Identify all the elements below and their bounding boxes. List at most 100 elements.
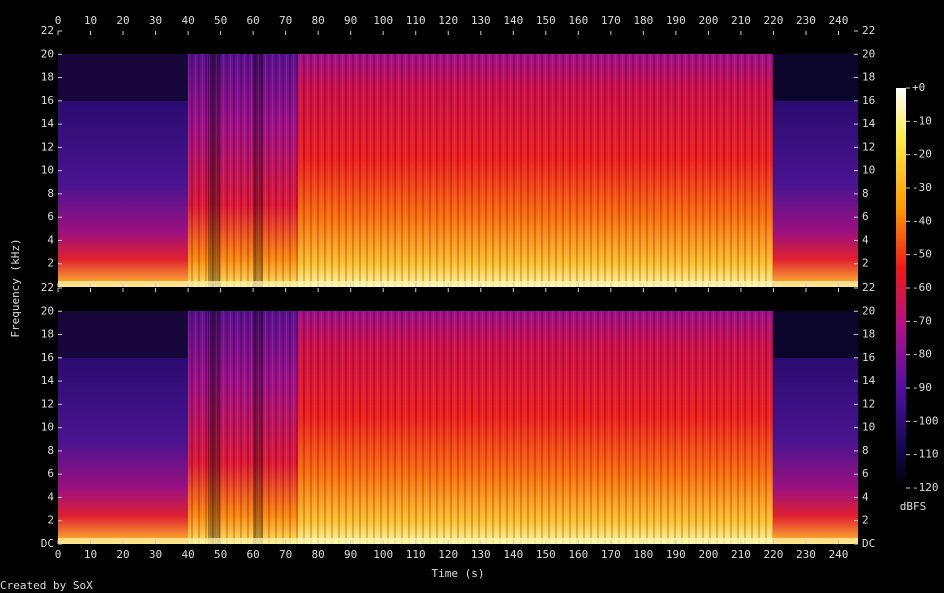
x-tick-label: 180 xyxy=(633,548,653,561)
x-tick-label: 240 xyxy=(829,548,849,561)
x-tick-label: 160 xyxy=(568,548,588,561)
spectrogram-channel-1 xyxy=(58,31,858,287)
colorbar-tick-label: -30 xyxy=(912,181,932,194)
x-tick-label-top: 220 xyxy=(764,14,784,27)
x-tick-label-top: 150 xyxy=(536,14,556,27)
y-tick-label-right: 16 xyxy=(862,94,875,107)
y-tick-label: 14 xyxy=(41,374,55,387)
x-axis-label: Time (s) xyxy=(432,567,485,580)
x-tick-label: 50 xyxy=(214,548,227,561)
x-tick-label-top: 10 xyxy=(84,14,97,27)
x-tick-label-top: 180 xyxy=(633,14,653,27)
colorbar-label: dBFS xyxy=(900,500,927,513)
y-tick-label-right: 20 xyxy=(862,304,875,317)
y-tick-label-right: 4 xyxy=(862,490,869,503)
y-tick-label: 10 xyxy=(41,421,54,434)
x-tick-label-top: 70 xyxy=(279,14,292,27)
y-tick-label: 2 xyxy=(47,514,54,527)
y-tick-label: 8 xyxy=(47,187,54,200)
colorbar-tick-label: -90 xyxy=(912,381,932,394)
y-tick-label: 16 xyxy=(41,351,54,364)
x-tick-label-top: 60 xyxy=(246,14,259,27)
colorbar-tick-label: +0 xyxy=(912,81,925,94)
x-tick-label: 200 xyxy=(698,548,718,561)
colorbar-tick-label: -10 xyxy=(912,114,932,127)
x-tick-label: 0 xyxy=(55,548,62,561)
x-tick-label: 130 xyxy=(471,548,491,561)
y-tick-label: 2 xyxy=(47,257,54,270)
colorbar xyxy=(896,88,906,488)
y-tick-label-right: 12 xyxy=(862,397,875,410)
y-tick-label: 6 xyxy=(47,210,54,223)
y-tick-label-right: 22 xyxy=(862,24,875,37)
x-tick-label: 170 xyxy=(601,548,621,561)
y-tick-label: 8 xyxy=(47,444,54,457)
spectrogram-channel-2 xyxy=(58,288,858,544)
colorbar-tick-label: -60 xyxy=(912,281,932,294)
y-tick-label-right: 8 xyxy=(862,187,869,200)
x-tick-label-top: 80 xyxy=(312,14,325,27)
x-tick-label: 190 xyxy=(666,548,686,561)
y-axis-label: Frequency (kHz) xyxy=(9,238,22,337)
x-tick-label-top: 210 xyxy=(731,14,751,27)
y-tick-label-right: 6 xyxy=(862,210,869,223)
y-tick-label: 4 xyxy=(47,233,54,246)
x-tick-label: 100 xyxy=(373,548,393,561)
y-tick-label-right: 10 xyxy=(862,421,875,434)
x-tick-label-top: 0 xyxy=(55,14,62,27)
x-tick-label: 70 xyxy=(279,548,292,561)
x-tick-label: 210 xyxy=(731,548,751,561)
x-tick-label: 40 xyxy=(181,548,194,561)
x-tick-label: 150 xyxy=(536,548,556,561)
x-tick-label-top: 20 xyxy=(116,14,129,27)
y-tick-label-right: 10 xyxy=(862,164,875,177)
x-tick-label-top: 170 xyxy=(601,14,621,27)
x-tick-label: 10 xyxy=(84,548,97,561)
x-tick-label-top: 200 xyxy=(698,14,718,27)
y-tick-label: 18 xyxy=(41,71,54,84)
x-tick-label-top: 230 xyxy=(796,14,816,27)
y-tick-label: DC xyxy=(41,537,54,550)
colorbar-tick-label: -50 xyxy=(912,248,932,261)
y-tick-label-right: 14 xyxy=(862,117,876,130)
y-tick-label: 12 xyxy=(41,140,54,153)
colorbar-tick-label: -120 xyxy=(912,481,939,494)
y-tick-label: 22 xyxy=(41,281,54,294)
colorbar-tick-label: -40 xyxy=(912,214,932,227)
x-tick-label: 30 xyxy=(149,548,162,561)
y-tick-label: 10 xyxy=(41,164,54,177)
x-tick-label-top: 110 xyxy=(406,14,426,27)
x-tick-label-top: 30 xyxy=(149,14,162,27)
y-tick-label: 16 xyxy=(41,94,54,107)
y-tick-label-right: DC xyxy=(862,537,875,550)
x-tick-label: 110 xyxy=(406,548,426,561)
x-tick-label: 120 xyxy=(438,548,458,561)
y-tick-label-right: 6 xyxy=(862,467,869,480)
colorbar-tick-label: -110 xyxy=(912,448,939,461)
x-tick-label-top: 190 xyxy=(666,14,686,27)
x-tick-label-top: 140 xyxy=(503,14,523,27)
footer: Created by SoX xyxy=(0,579,93,592)
x-tick-label-top: 130 xyxy=(471,14,491,27)
x-tick-label: 80 xyxy=(312,548,325,561)
y-tick-label: 12 xyxy=(41,397,54,410)
colorbar-tick-label: -70 xyxy=(912,314,932,327)
x-tick-label-top: 120 xyxy=(438,14,458,27)
y-tick-label: 18 xyxy=(41,328,54,341)
y-tick-label-right: 8 xyxy=(862,444,869,457)
x-tick-label: 90 xyxy=(344,548,357,561)
y-tick-label-right: 22 xyxy=(862,281,875,294)
y-tick-label: 6 xyxy=(47,467,54,480)
y-tick-label-right: 4 xyxy=(862,233,869,246)
y-tick-label-right: 2 xyxy=(862,257,869,270)
colorbar-tick-label: -20 xyxy=(912,148,932,161)
x-tick-label-top: 240 xyxy=(829,14,849,27)
x-tick-label-top: 50 xyxy=(214,14,227,27)
y-tick-label-right: 14 xyxy=(862,374,876,387)
colorbar-tick-label: -80 xyxy=(912,348,932,361)
x-tick-label-top: 40 xyxy=(181,14,194,27)
y-tick-label-right: 16 xyxy=(862,351,875,364)
y-tick-label-right: 2 xyxy=(862,514,869,527)
y-tick-label-right: 12 xyxy=(862,140,875,153)
